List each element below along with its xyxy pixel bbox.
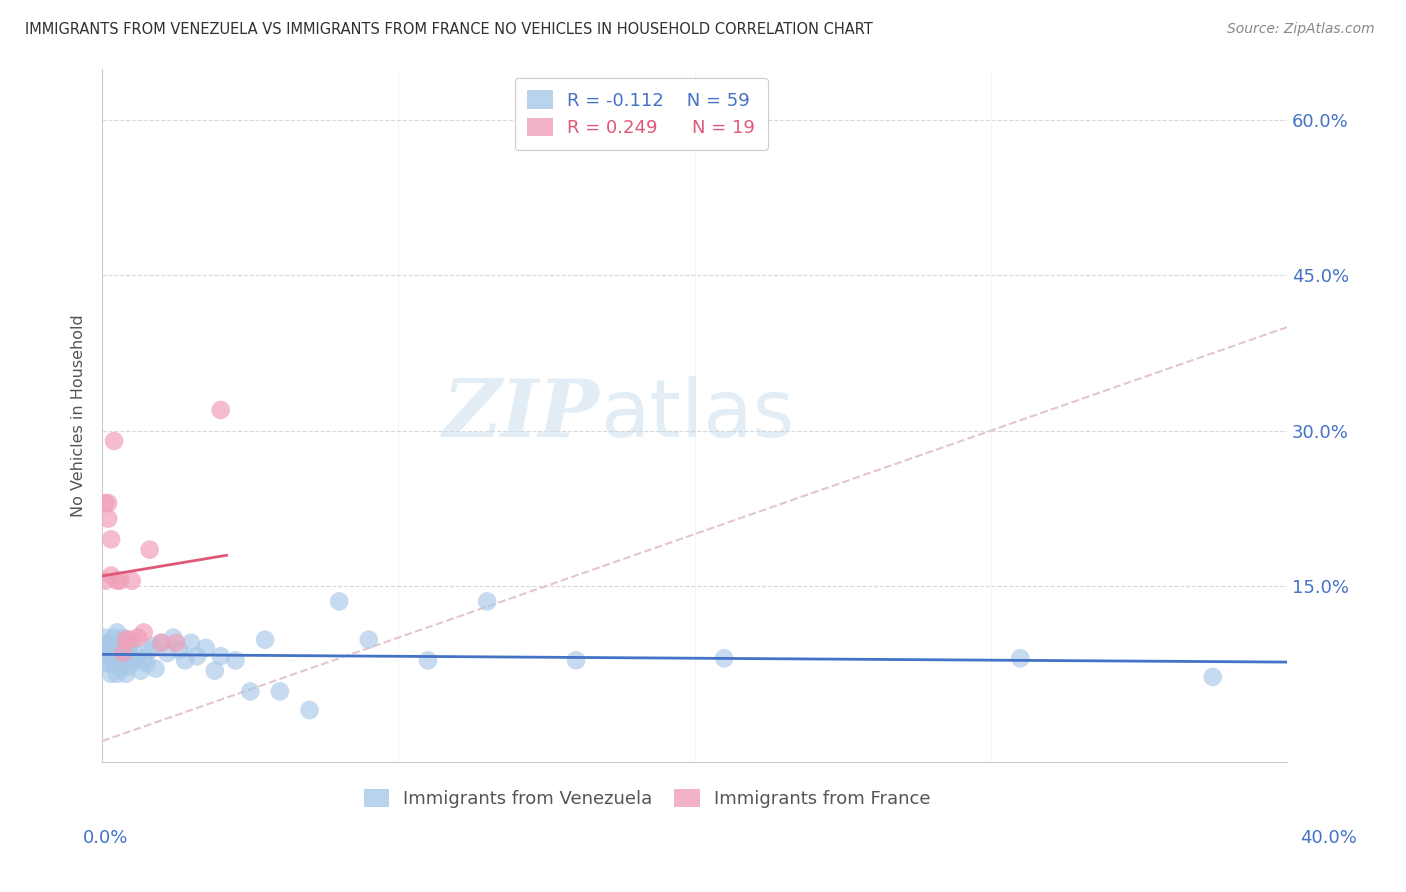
Point — [565, 653, 588, 667]
Point — [100, 636, 122, 650]
Point — [132, 651, 155, 665]
Legend: Immigrants from Venezuela, Immigrants from France: Immigrants from Venezuela, Immigrants fr… — [357, 781, 938, 815]
Point — [97, 496, 120, 510]
Point — [167, 643, 190, 657]
Point — [94, 496, 117, 510]
Point — [129, 664, 152, 678]
Point — [105, 625, 128, 640]
Point — [100, 666, 122, 681]
Point — [138, 643, 160, 657]
Point — [115, 649, 138, 664]
Point — [254, 632, 277, 647]
Point — [105, 666, 128, 681]
Point — [100, 533, 122, 547]
Point — [1010, 651, 1032, 665]
Point — [239, 684, 262, 698]
Point — [103, 657, 125, 671]
Point — [111, 631, 134, 645]
Point — [165, 636, 187, 650]
Point — [97, 646, 120, 660]
Point — [108, 574, 131, 588]
Point — [103, 631, 125, 645]
Text: ZIP: ZIP — [443, 376, 600, 454]
Point — [186, 649, 208, 664]
Point — [97, 657, 120, 671]
Point — [118, 632, 141, 647]
Point — [174, 653, 197, 667]
Point — [124, 646, 146, 660]
Point — [121, 636, 143, 650]
Point — [108, 651, 131, 665]
Point — [150, 636, 173, 650]
Point — [118, 659, 141, 673]
Point — [108, 636, 131, 650]
Point — [1202, 670, 1225, 684]
Point — [416, 653, 439, 667]
Point — [180, 636, 202, 650]
Point — [105, 574, 128, 588]
Point — [115, 632, 138, 647]
Point — [100, 568, 122, 582]
Point — [97, 636, 120, 650]
Point — [132, 625, 155, 640]
Point — [142, 639, 165, 653]
Point — [298, 703, 321, 717]
Text: 40.0%: 40.0% — [1301, 829, 1357, 847]
Text: IMMIGRANTS FROM VENEZUELA VS IMMIGRANTS FROM FRANCE NO VEHICLES IN HOUSEHOLD COR: IMMIGRANTS FROM VENEZUELA VS IMMIGRANTS … — [25, 22, 873, 37]
Point — [100, 646, 122, 660]
Y-axis label: No Vehicles in Household: No Vehicles in Household — [72, 314, 86, 516]
Text: atlas: atlas — [600, 376, 794, 454]
Point — [94, 631, 117, 645]
Text: Source: ZipAtlas.com: Source: ZipAtlas.com — [1227, 22, 1375, 37]
Point — [121, 574, 143, 588]
Point — [97, 511, 120, 525]
Point — [108, 662, 131, 676]
Point — [150, 636, 173, 650]
Point — [269, 684, 291, 698]
Point — [111, 646, 134, 660]
Point — [357, 632, 380, 647]
Point — [94, 640, 117, 655]
Point — [115, 666, 138, 681]
Point — [111, 643, 134, 657]
Point — [103, 646, 125, 660]
Point — [477, 594, 499, 608]
Point — [209, 649, 232, 664]
Point — [224, 653, 246, 667]
Point — [111, 657, 134, 671]
Point — [121, 653, 143, 667]
Point — [118, 640, 141, 655]
Point — [105, 640, 128, 655]
Point — [156, 646, 179, 660]
Point — [138, 542, 160, 557]
Point — [135, 657, 157, 671]
Point — [194, 640, 217, 655]
Point — [162, 631, 184, 645]
Point — [209, 403, 232, 417]
Point — [713, 651, 735, 665]
Point — [328, 594, 350, 608]
Point — [94, 574, 117, 588]
Point — [100, 657, 122, 671]
Point — [204, 664, 226, 678]
Point — [127, 653, 149, 667]
Point — [127, 631, 149, 645]
Point — [105, 651, 128, 665]
Point — [103, 434, 125, 448]
Point — [145, 662, 167, 676]
Text: 0.0%: 0.0% — [83, 829, 128, 847]
